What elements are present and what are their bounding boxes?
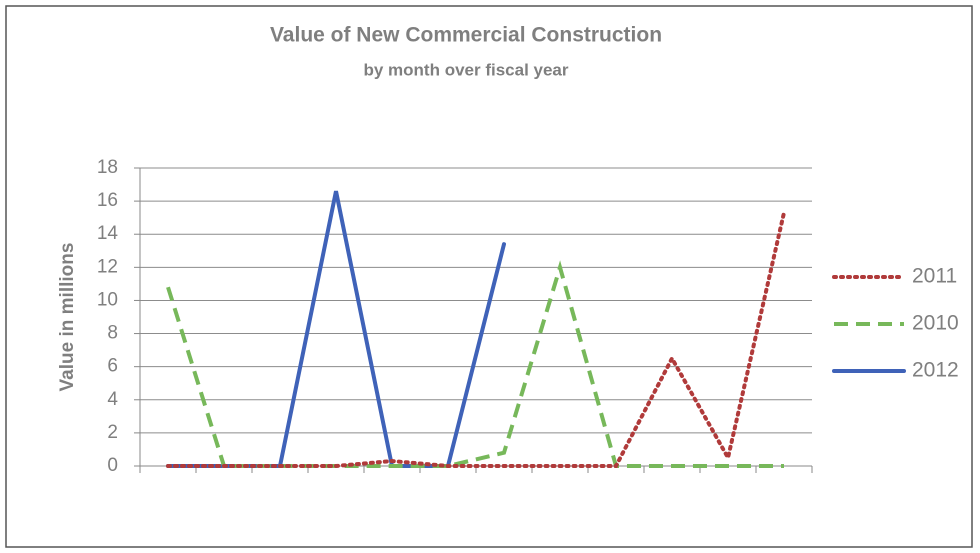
y-tick-label: 14 — [97, 223, 119, 244]
chart-subtitle: by month over fiscal year — [363, 60, 568, 79]
y-tick-label: 18 — [97, 157, 118, 178]
legend-label: 2012 — [912, 359, 959, 382]
y-axis-label: Value in millions — [57, 243, 78, 392]
y-tick-label: 6 — [107, 356, 118, 377]
y-tick-label: 12 — [97, 256, 118, 277]
series-line — [166, 210, 786, 468]
y-tick-label: 0 — [107, 455, 118, 476]
chart-title: Value of New Commercial Construction — [270, 24, 662, 47]
y-tick-label: 4 — [107, 389, 118, 410]
series-line — [166, 260, 784, 468]
y-tick-label: 2 — [107, 422, 118, 443]
y-tick-label: 10 — [97, 289, 118, 310]
y-tick-label: 8 — [107, 323, 118, 344]
y-tick-label: 16 — [97, 190, 118, 211]
legend-label: 2011 — [912, 265, 957, 288]
legend-label: 2010 — [912, 312, 959, 335]
